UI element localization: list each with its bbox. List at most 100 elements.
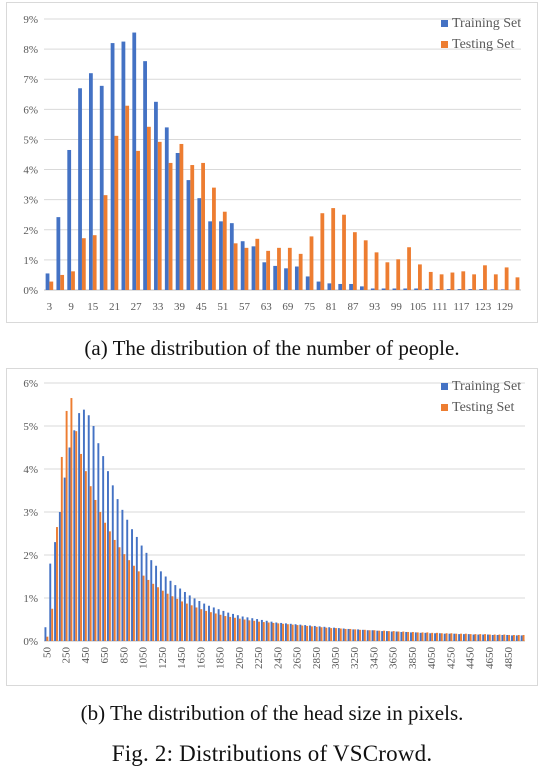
bar-testing xyxy=(445,633,448,641)
bar-testing xyxy=(244,247,249,290)
x-tick-label: 69 xyxy=(282,301,294,313)
bar-testing xyxy=(455,633,458,641)
bar-testing xyxy=(330,628,333,641)
bar-testing xyxy=(503,634,506,641)
bar-testing xyxy=(185,603,188,641)
bar-training xyxy=(78,413,81,641)
bar-testing xyxy=(522,634,525,641)
bar-testing xyxy=(103,195,108,290)
bar-training xyxy=(410,632,412,641)
bar-training xyxy=(414,632,417,641)
bar-training xyxy=(169,580,172,641)
bar-testing xyxy=(383,630,386,641)
bar-training xyxy=(405,631,408,641)
x-tick-label: 3650 xyxy=(388,647,400,670)
head-size-plot: 0% 1% 2% 3% 4% 5% 6% 50 250 450 650 850 1050 1250 1450… xyxy=(23,378,525,670)
bar-testing xyxy=(229,616,232,641)
bar-training xyxy=(472,634,475,641)
bar-testing xyxy=(176,598,179,641)
bar-testing xyxy=(407,631,410,641)
bar-training xyxy=(97,443,100,641)
bar-training xyxy=(457,289,462,290)
bar-testing xyxy=(387,631,390,641)
legend-entry-training: Training Set xyxy=(441,13,521,34)
x-tick-label: 99 xyxy=(391,301,403,313)
x-tick-label: 51 xyxy=(217,301,228,313)
bar-training xyxy=(82,409,85,641)
x-tick-label: 3850 xyxy=(407,647,419,670)
x-tick-label: 1050 xyxy=(138,647,150,670)
y-tick-label: 6% xyxy=(23,378,38,390)
x-tick-label: 1850 xyxy=(215,647,227,670)
bar-testing xyxy=(248,620,251,641)
bar-testing xyxy=(349,628,352,641)
bar-training xyxy=(284,268,288,290)
y-tick-label: 5% xyxy=(23,421,38,433)
bar-training xyxy=(251,618,254,641)
bar-training xyxy=(102,456,105,641)
y-tick-label: 2% xyxy=(23,225,38,237)
x-tick-label: 2850 xyxy=(311,647,323,670)
people-count-plot: 0%1%2%3%4%5%6%7%8%9%3 9 15 21 27 33 39 45 51 57 63… xyxy=(23,14,521,313)
bar-testing xyxy=(118,547,121,641)
bar-training xyxy=(270,621,273,641)
bar-testing xyxy=(171,596,174,641)
x-tick-label: 87 xyxy=(347,301,359,313)
x-tick-label: 1650 xyxy=(195,647,207,670)
bar-training xyxy=(229,223,234,290)
bar-testing xyxy=(392,631,395,641)
bar-testing xyxy=(70,398,73,641)
bar-training xyxy=(197,198,202,290)
legend-entry-testing: Testing Set xyxy=(441,34,521,55)
training-swatch xyxy=(441,383,448,390)
bar-training xyxy=(347,628,350,641)
bar-testing xyxy=(201,162,205,290)
bar-training xyxy=(477,634,480,641)
y-tick-label: 0% xyxy=(23,636,38,648)
y-tick-label: 7% xyxy=(23,74,38,86)
x-tick-label: 650 xyxy=(99,647,111,664)
bar-training xyxy=(164,127,169,291)
x-tick-label: 3050 xyxy=(330,647,342,670)
x-tick-label: 33 xyxy=(152,301,164,313)
bar-training xyxy=(260,619,263,641)
bar-training xyxy=(251,246,256,290)
bar-training xyxy=(448,633,451,641)
x-tick-label: 3450 xyxy=(368,647,380,670)
bar-testing xyxy=(253,620,256,641)
bar-testing xyxy=(114,135,119,290)
bar-testing xyxy=(517,634,520,641)
bar-training xyxy=(414,288,419,290)
bar-testing xyxy=(56,527,58,641)
bar-training xyxy=(240,241,245,290)
bar-testing xyxy=(147,579,150,641)
bar-training xyxy=(232,613,234,641)
bar-training xyxy=(515,635,518,641)
bar-training xyxy=(357,629,360,641)
bar-testing xyxy=(146,126,151,290)
bar-testing xyxy=(344,628,347,641)
x-tick-label: 2250 xyxy=(253,647,265,670)
x-tick-label: 9 xyxy=(68,301,74,313)
bar-testing xyxy=(309,236,314,290)
bar-training xyxy=(45,273,50,290)
bar-testing xyxy=(431,632,434,641)
bar-testing xyxy=(335,628,337,641)
bar-training xyxy=(390,631,393,641)
bar-testing xyxy=(352,232,357,290)
legend-head-size: Training Set Testing Set xyxy=(441,376,521,418)
bar-testing xyxy=(84,471,87,641)
bar-training xyxy=(313,625,316,641)
bar-testing xyxy=(488,634,491,641)
legend-people-count: Training Set Testing Set xyxy=(441,13,521,55)
bar-training xyxy=(212,607,215,641)
y-tick-label: 8% xyxy=(23,44,38,56)
y-tick-label: 4% xyxy=(23,464,38,476)
bar-training xyxy=(110,43,115,290)
bar-testing xyxy=(310,626,313,641)
bar-testing xyxy=(512,634,515,641)
bar-testing xyxy=(46,636,49,641)
bar-training xyxy=(462,634,465,641)
caption-people-count: (a) The distribution of the number of pe… xyxy=(84,336,460,360)
bar-training xyxy=(131,529,133,641)
